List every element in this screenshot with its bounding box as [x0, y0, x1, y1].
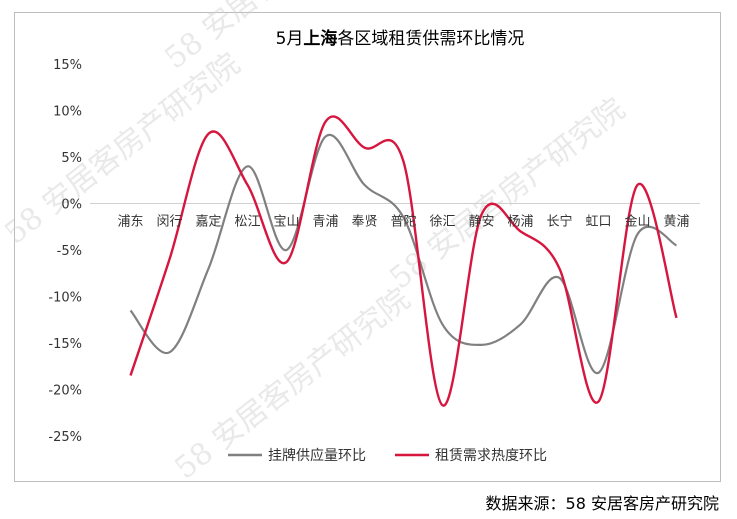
source-note: 数据来源：58 安居客房产研究院 [485, 494, 719, 513]
x-tick-label: 金山 [624, 214, 650, 230]
legend-label-demand: 租赁需求热度环比 [435, 448, 547, 464]
y-tick-label: -25% [48, 430, 82, 445]
x-tick-label: 宝山 [273, 215, 299, 230]
y-tick-label: 10% [53, 105, 82, 120]
series-line-supply [129, 133, 678, 374]
watermarks: 58 安居客房产研究院 58 安居客房产研究院 58 安居客房产研究院 58 安… [0, 0, 632, 486]
series-layer [129, 115, 678, 407]
chart-title-part-1: 5月 [276, 29, 304, 49]
y-tick-label: -10% [48, 291, 82, 306]
x-tick-label: 奉贤 [351, 215, 377, 230]
y-tick-label: -15% [48, 337, 82, 352]
x-tick-label: 浦东 [117, 215, 143, 230]
x-tick-label: 松江 [234, 215, 260, 230]
legend-label-supply: 挂牌供应量环比 [268, 447, 366, 464]
y-axis: 15% 10% 5% 0% -5% -10% -15% -20% -25% [48, 58, 82, 445]
chart-title-part-3: 各区域租赁供需环比情况 [337, 29, 524, 49]
x-tick-label: 普陀 [390, 214, 416, 230]
y-tick-label: 5% [61, 151, 82, 166]
x-tick-label: 嘉定 [195, 215, 221, 230]
legend: 挂牌供应量环比 租赁需求热度环比 [228, 447, 547, 464]
x-tick-label: 青浦 [312, 215, 338, 230]
x-tick-label: 黄浦 [663, 215, 689, 230]
x-tick-label: 静安 [468, 215, 494, 230]
chart-title-part-2: 上海 [303, 28, 337, 49]
y-tick-label: 0% [61, 198, 82, 213]
x-axis: 浦东 闵行 嘉定 松江 宝山 青浦 奉贤 普陀 徐汇 静安 杨浦 长宁 虹口 金山 黄浦 [117, 214, 689, 230]
chart-title: 5月上海各区域租赁供需环比情况 [276, 28, 525, 49]
x-tick-label: 虹口 [585, 215, 611, 230]
y-tick-label: -5% [57, 244, 82, 259]
series-line-demand [129, 115, 678, 407]
x-tick-label: 闵行 [156, 215, 182, 230]
y-tick-label: 15% [53, 58, 82, 73]
x-tick-label: 长宁 [546, 214, 572, 230]
y-tick-label: -20% [48, 384, 82, 399]
x-tick-label: 徐汇 [429, 215, 455, 230]
x-tick-label: 杨浦 [507, 215, 533, 230]
chart-frame [14, 12, 721, 482]
